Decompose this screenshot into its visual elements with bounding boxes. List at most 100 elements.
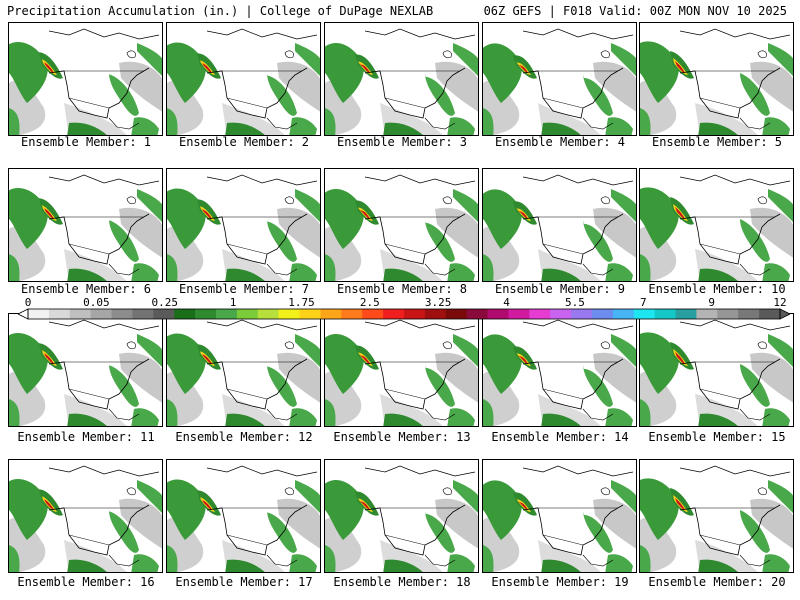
colorbar-swatch: [592, 309, 614, 319]
ensemble-member-label: Ensemble Member: 9: [494, 282, 626, 296]
precip-map: [167, 460, 320, 572]
colorbar-swatch: [717, 309, 739, 319]
ensemble-member-label: Ensemble Member: 8: [336, 282, 468, 296]
header-run-info: 06Z GEFS | F018 Valid: 00Z MON NOV 10 20…: [483, 4, 787, 18]
colorbar-swatch: [195, 309, 217, 319]
ensemble-map-panel: [8, 313, 163, 427]
ensemble-member-label: Ensemble Member: 2: [178, 135, 310, 149]
header-title: Precipitation Accumulation (in.) | Colle…: [7, 4, 434, 18]
ensemble-map-panel: [166, 168, 321, 282]
ensemble-member-label: Ensemble Member: 16: [17, 575, 155, 589]
ensemble-map-panel: [324, 459, 479, 573]
ensemble-map-panel: [324, 313, 479, 427]
precip-map: [483, 169, 636, 281]
precip-map: [9, 23, 162, 135]
ensemble-map-panel: [639, 459, 794, 573]
ensemble-map-panel: [639, 22, 794, 136]
colorbar-tick-label: 2.5: [359, 296, 380, 309]
colorbar-swatch: [508, 309, 530, 319]
ensemble-member-label: Ensemble Member: 5: [651, 135, 783, 149]
colorbar-swatch: [132, 309, 154, 319]
ensemble-member-label: Ensemble Member: 11: [17, 430, 155, 444]
colorbar-swatch: [90, 309, 113, 319]
ensemble-member-label: Ensemble Member: 7: [178, 282, 310, 296]
precip-map: [9, 169, 162, 281]
colorbar-swatch: [696, 309, 718, 319]
colorbar-swatch: [529, 309, 551, 319]
colorbar-tick-label: 1: [229, 296, 237, 309]
colorbar-left-arrow: [18, 308, 29, 320]
ensemble-member-label: Ensemble Member: 1: [20, 135, 152, 149]
ensemble-map-panel: [482, 313, 637, 427]
colorbar-swatch: [466, 309, 489, 319]
colorbar-swatch: [654, 309, 677, 319]
ensemble-map-panel: [8, 459, 163, 573]
ensemble-member-label: Ensemble Member: 18: [333, 575, 471, 589]
ensemble-member-label: Ensemble Member: 17: [175, 575, 313, 589]
ensemble-member-label: Ensemble Member: 12: [175, 430, 313, 444]
colorbar-swatch: [341, 309, 363, 319]
colorbar-swatch: [216, 309, 238, 319]
ensemble-map-panel: [324, 22, 479, 136]
colorbar-swatch: [236, 309, 259, 319]
colorbar-tick-label: 1.75: [288, 296, 315, 309]
precip-map: [640, 169, 793, 281]
colorbar-tick-label: 0.25: [151, 296, 178, 309]
precip-map: [9, 460, 162, 572]
colorbar-swatch: [383, 309, 405, 319]
ensemble-map-panel: [166, 313, 321, 427]
precip-map: [483, 460, 636, 572]
ensemble-member-label: Ensemble Member: 13: [333, 430, 471, 444]
ensemble-member-label: Ensemble Member: 6: [20, 282, 152, 296]
precip-map: [325, 460, 478, 572]
colorbar-tick-label: 3.25: [424, 296, 452, 309]
precip-map: [640, 314, 793, 426]
precip-map: [483, 23, 636, 135]
ensemble-member-label: Ensemble Member: 14: [491, 430, 629, 444]
ensemble-map-panel: [482, 168, 637, 282]
colorbar-swatch: [153, 309, 175, 319]
ensemble-map-panel: [324, 168, 479, 282]
colorbar-tick-label: 4: [503, 296, 510, 309]
colorbar-swatch: [320, 309, 342, 319]
ensemble-map-panel: [8, 168, 163, 282]
colorbar-swatch: [675, 309, 697, 319]
colorbar-swatch: [362, 309, 384, 319]
colorbar-swatch: [111, 309, 133, 319]
colorbar-swatch: [738, 309, 760, 319]
precip-map: [640, 23, 793, 135]
ensemble-map-panel: [166, 459, 321, 573]
ensemble-member-label: Ensemble Member: 19: [491, 575, 629, 589]
ensemble-member-label: Ensemble Member: 4: [494, 135, 626, 149]
colorbar-tick-label: 0.05: [83, 296, 110, 309]
ensemble-map-panel: [639, 168, 794, 282]
ensemble-map-panel: [8, 22, 163, 136]
colorbar-swatch: [633, 309, 656, 319]
precip-map: [640, 460, 793, 572]
colorbar-swatch: [424, 309, 447, 319]
ensemble-map-panel: [166, 22, 321, 136]
colorbar-swatch: [404, 309, 426, 319]
ensemble-map-panel: [482, 459, 637, 573]
ensemble-member-label: Ensemble Member: 15: [648, 430, 786, 444]
colorbar-swatch: [612, 309, 635, 319]
colorbar-tick-label: 9: [708, 296, 715, 309]
ensemble-member-label: Ensemble Member: 10: [648, 282, 786, 296]
colorbar-swatch: [28, 309, 50, 319]
ensemble-member-label: Ensemble Member: 20: [648, 575, 786, 589]
colorbar-tick-label: 12: [773, 296, 787, 309]
precip-map: [325, 169, 478, 281]
precip-map: [325, 23, 478, 135]
colorbar-right-arrow: [779, 308, 790, 320]
ensemble-map-panel: [639, 313, 794, 427]
ensemble-member-label: Ensemble Member: 3: [336, 135, 468, 149]
colorbar-swatch: [445, 309, 468, 319]
colorbar-swatch: [299, 309, 321, 319]
precip-map: [167, 169, 320, 281]
colorbar-frame: [27, 308, 781, 320]
colorbar-tick-label: 0: [24, 296, 32, 309]
colorbar-swatch: [48, 309, 71, 319]
precip-map: [167, 314, 320, 426]
colorbar: [18, 308, 790, 320]
colorbar-tick-label: 5.5: [564, 296, 585, 309]
